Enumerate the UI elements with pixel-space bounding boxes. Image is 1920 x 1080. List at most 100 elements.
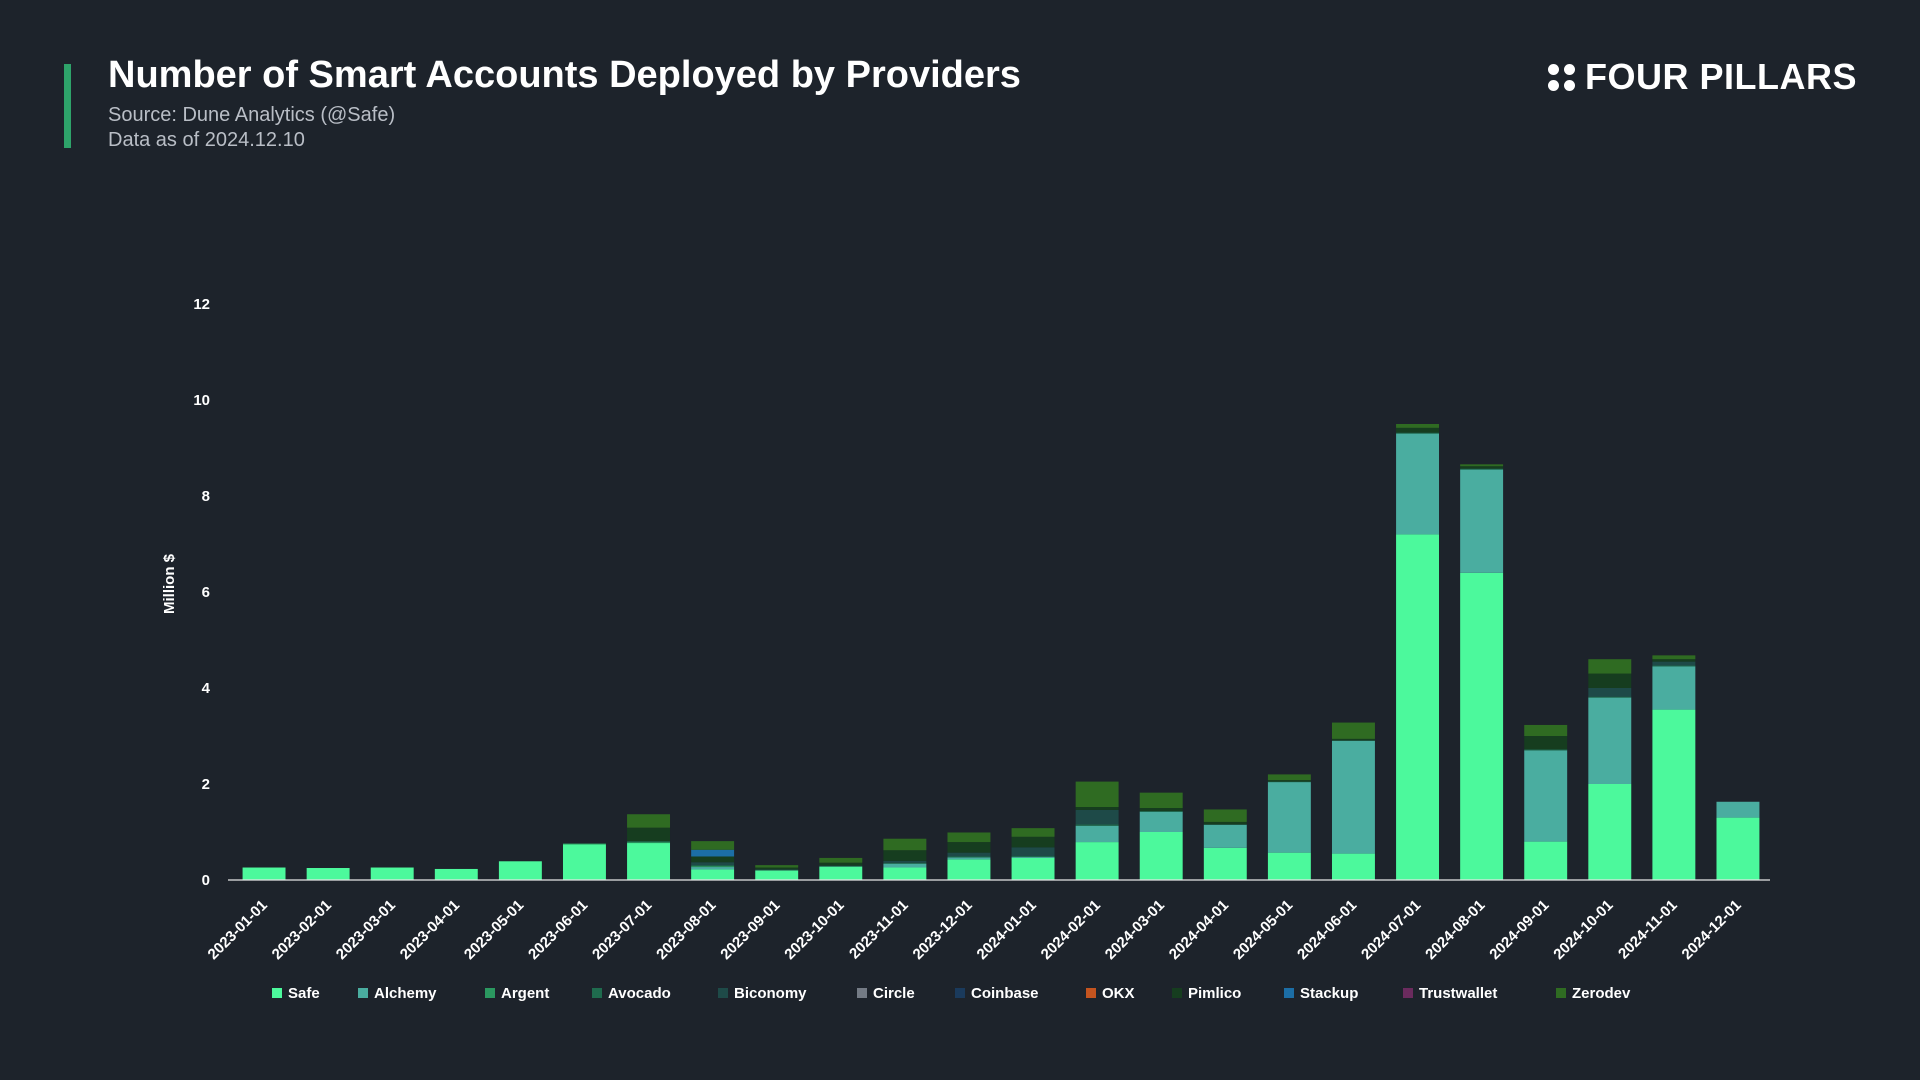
bar-segment-zerodev [1588,659,1632,674]
x-tick-label: 2023-09-01 [717,897,783,963]
bar-segment-safe [883,867,927,880]
bar-segment-safe [1331,853,1375,880]
bar-segment-biconomy [1011,847,1055,856]
bar-segment-safe [1267,852,1311,880]
bar-segment-pimlico [1396,427,1440,433]
legend-swatch-okx [1086,988,1096,998]
bar-segment-alchemy [1716,801,1760,818]
bar-segment-argent [562,843,606,845]
bar-segment-safe [306,868,350,880]
bar-segment-pimlico [1524,736,1568,750]
x-tick-label: 2024-07-01 [1358,897,1424,963]
bar-segment-zerodev [691,841,735,850]
bar-segment-alchemy [1588,697,1632,784]
y-axis-label: Million $ [161,553,178,614]
bar-segment-pimlico [947,842,991,853]
bar-segment-safe [242,867,286,880]
four-dots-icon [1548,63,1575,91]
bar-segment-zerodev [883,838,927,851]
y-tick-label: 4 [202,680,211,697]
legend-label-alchemy: Alchemy [374,985,437,1002]
bar-segment-zerodev [819,857,863,863]
bar-segment-alchemy [1075,825,1119,843]
date-note: Data as of 2024.12.10 [108,129,305,151]
legend-label-safe: Safe [288,985,320,1002]
bar-segment-pimlico [1139,808,1183,811]
x-tick-label: 2023-12-01 [910,897,976,963]
x-tick-label: 2024-10-01 [1550,897,1616,963]
bar-segment-safe [1524,841,1568,880]
bar-segment-avocado [1396,432,1440,434]
bar-segment-argent [627,842,671,844]
bar-segment-biconomy [1075,809,1119,825]
bar-segment-zerodev [1203,809,1247,822]
bar-segment-zerodev [1524,724,1568,736]
bar-segment-safe [370,867,414,880]
bar-segment-alchemy [1203,824,1247,848]
bar-segment-safe [1460,572,1504,880]
bar-segment-zerodev [1396,424,1440,428]
bar-segment-safe [1203,847,1247,880]
bar-segment-safe [1075,842,1119,880]
legend-swatch-pimlico [1172,988,1182,998]
y-tick-label: 8 [202,488,210,505]
bar-segment-safe [434,868,478,880]
y-tick-label: 0 [202,872,210,889]
bar-segment-safe [1652,709,1696,880]
bar-segment-biconomy [1652,661,1696,666]
chart-title: Number of Smart Accounts Deployed by Pro… [108,54,1021,96]
bar-segment-safe [498,861,542,880]
bar-segment-safe [819,866,863,880]
bar-segment-biconomy [819,865,863,867]
bar-segment-avocado [691,865,735,867]
legend-label-stackup: Stackup [1300,985,1358,1002]
x-tick-label: 2023-04-01 [397,897,463,963]
bar-segment-safe [1396,534,1440,880]
bar-segment-pimlico [883,850,927,861]
bar-segment-safe [1588,784,1632,880]
legend-label-trustwallet: Trustwallet [1419,985,1497,1002]
bar-segment-zerodev [1331,722,1375,739]
bar-segment-pimlico [1203,821,1247,825]
bar-segment-zerodev [1460,464,1504,467]
bar-segment-avocado [883,862,927,864]
x-tick-label: 2023-05-01 [461,897,527,963]
legend-swatch-argent [485,988,495,998]
x-tick-label: 2023-08-01 [653,897,719,963]
bar-segment-safe [1011,857,1055,880]
x-tick-label: 2023-01-01 [205,897,271,963]
legend-swatch-avocado [592,988,602,998]
x-tick-label: 2023-03-01 [333,897,399,963]
bar-segment-avocado [1075,824,1119,826]
bar-segment-zerodev [627,814,671,828]
bar-segment-alchemy [1267,782,1311,853]
x-tick-label: 2023-06-01 [525,897,591,963]
y-tick-label: 12 [193,296,210,313]
bar-segment-alchemy [947,857,991,860]
x-tick-label: 2024-08-01 [1422,897,1488,963]
brand-name: FOUR PILLARS [1585,56,1857,97]
x-tick-label: 2024-04-01 [1166,897,1232,963]
legend-swatch-stackup [1284,988,1294,998]
legend-swatch-coinbase [955,988,965,998]
legend-swatch-alchemy [358,988,368,998]
bar-segment-biconomy [755,869,799,871]
bar-segment-alchemy [1524,750,1568,842]
bar-segment-biconomy [883,860,927,863]
bar-segment-biconomy [691,862,735,866]
bar-segment-alchemy [1331,740,1375,854]
x-tick-label: 2024-12-01 [1679,897,1745,963]
bar-segment-avocado [1652,665,1696,667]
bar-segment-safe [1716,817,1760,880]
bar-segment-biconomy [947,852,991,857]
x-tick-label: 2024-05-01 [1230,897,1296,963]
bar-segment-pimlico [1460,466,1504,469]
legend-label-circle: Circle [873,985,915,1002]
bar-segment-safe [691,869,735,880]
bar-segment-pimlico [1075,807,1119,810]
legend-swatch-zerodev [1556,988,1566,998]
brand-logo: FOUR PILLARS [1548,56,1857,98]
x-tick-label: 2024-06-01 [1294,897,1360,963]
bar-segment-pimlico [819,862,863,866]
